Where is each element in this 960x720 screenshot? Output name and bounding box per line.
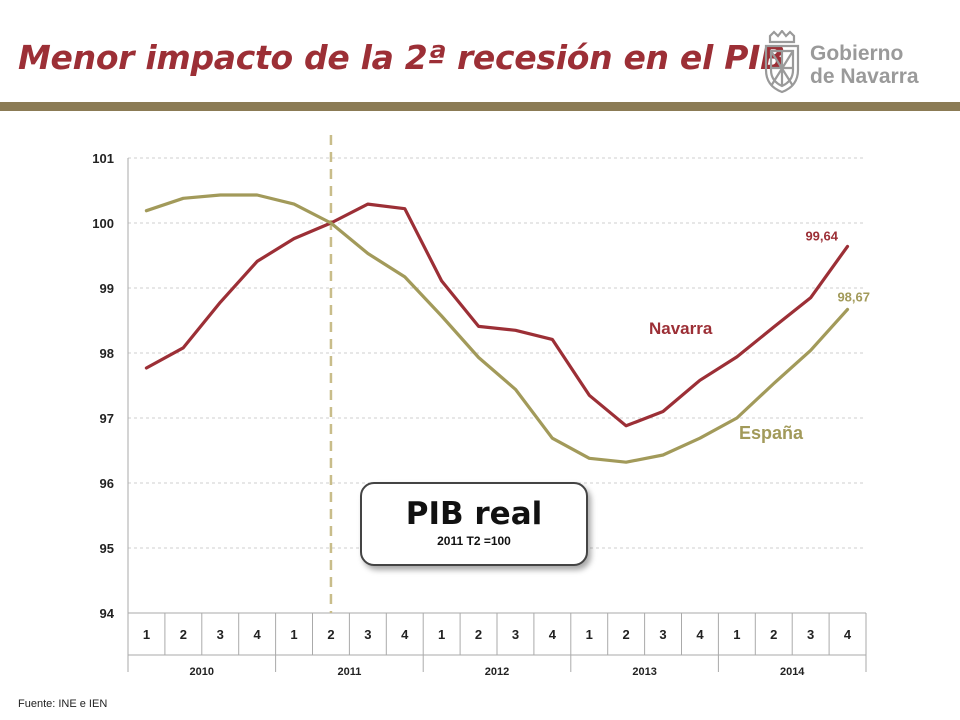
y-tick-label: 101 xyxy=(92,151,114,166)
callout-subtitle: 2011 T2 =100 xyxy=(437,534,511,548)
x-tick-label: 4 xyxy=(254,627,262,642)
x-year-label: 2014 xyxy=(780,666,805,678)
header-rule xyxy=(0,102,960,111)
x-tick-label: 2 xyxy=(475,627,482,642)
y-tick-label: 94 xyxy=(100,606,115,621)
series-line-navarra xyxy=(144,202,850,428)
x-tick-label: 3 xyxy=(659,627,666,642)
source-note: Fuente: INE e IEN xyxy=(18,698,108,710)
navarra-coat-of-arms-icon xyxy=(764,30,800,94)
x-year-label: 2011 xyxy=(337,666,361,678)
x-tick-label: 2 xyxy=(770,627,777,642)
x-tick-label: 4 xyxy=(401,627,409,642)
x-tick-label: 2 xyxy=(623,627,630,642)
x-tick-label: 4 xyxy=(696,627,704,642)
navarra-end-label: 99,64 xyxy=(805,228,838,243)
y-tick-label: 97 xyxy=(100,411,114,426)
x-year-label: 2010 xyxy=(190,666,214,678)
x-tick-label: 1 xyxy=(290,627,297,642)
x-tick-label: 1 xyxy=(586,627,593,642)
series-line-espana xyxy=(144,193,850,464)
y-tick-label: 100 xyxy=(92,216,114,231)
x-tick-label: 1 xyxy=(143,627,150,642)
x-tick-label: 2 xyxy=(180,627,187,642)
logo-line-2: de Navarra xyxy=(810,65,919,88)
x-tick-label: 2 xyxy=(327,627,334,642)
x-year-label: 2012 xyxy=(485,666,509,678)
y-tick-label: 99 xyxy=(100,281,114,296)
espana-end-label: 98,67 xyxy=(837,289,870,304)
y-tick-label: 95 xyxy=(100,541,114,556)
page-title: Menor impacto de la 2ª recesión en el PI… xyxy=(18,38,785,77)
y-tick-label: 98 xyxy=(100,346,114,361)
callout-title: PIB real xyxy=(405,496,543,532)
x-tick-label: 3 xyxy=(512,627,519,642)
x-tick-label: 3 xyxy=(364,627,371,642)
pib-real-callout: PIB real 2011 T2 =100 xyxy=(360,482,588,566)
x-tick-label: 3 xyxy=(217,627,224,642)
y-tick-label: 96 xyxy=(100,476,114,491)
x-tick-label: 3 xyxy=(807,627,814,642)
navarra-series-label: Navarra xyxy=(649,319,713,338)
x-tick-label: 1 xyxy=(733,627,740,642)
gobierno-de-navarra-logo: Gobierno de Navarra xyxy=(762,28,942,98)
x-tick-label: 1 xyxy=(438,627,445,642)
x-tick-label: 4 xyxy=(844,627,852,642)
logo-text: Gobierno de Navarra xyxy=(810,42,919,88)
logo-line-1: Gobierno xyxy=(810,42,904,65)
x-year-label: 2013 xyxy=(632,666,656,678)
x-tick-label: 4 xyxy=(549,627,557,642)
espana-series-label: España xyxy=(739,423,804,443)
